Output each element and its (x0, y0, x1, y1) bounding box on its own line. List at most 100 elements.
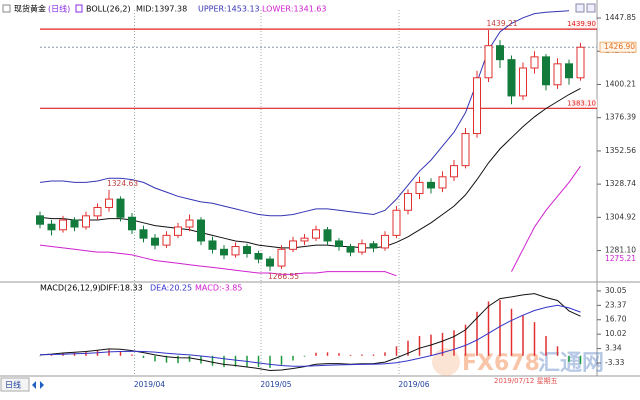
candle-body (105, 198, 113, 208)
lower-label: LOWER:1341.63 (262, 5, 327, 14)
candle-body (128, 216, 136, 231)
indicator-icon (75, 4, 83, 13)
watermark-site: 汇通网 (538, 351, 604, 376)
y-tick-label: 1447.85 (605, 13, 636, 22)
y-tick-label: 1328.74 (605, 179, 636, 188)
macd-line (39, 304, 581, 367)
x-tick-label: 2019/05 (260, 380, 291, 389)
candle-body (461, 133, 470, 167)
candle-body (277, 248, 286, 267)
y-tick-label: 16.70 (605, 315, 627, 324)
candle-body (496, 45, 504, 61)
y-tick-label: 30.05 (605, 286, 627, 295)
watermark-brand: FX678 (462, 351, 540, 376)
period-tab-label: 日线 (5, 380, 21, 390)
candle-body (450, 165, 458, 178)
candle-body (93, 206, 102, 217)
band-line (39, 10, 570, 217)
candle-body (404, 193, 412, 211)
candle-body (289, 240, 297, 250)
candle-body (139, 229, 148, 239)
candle-body (565, 63, 573, 79)
candle-body (151, 237, 159, 246)
candle-body (185, 219, 194, 228)
window-button[interactable] (586, 3, 596, 13)
dea-label: DEA:20.25 (150, 284, 192, 293)
x-tick-label: 2019/06 (398, 380, 429, 389)
candle-body (381, 234, 389, 249)
upper-label: UPPER:1453.13 (198, 5, 260, 14)
candle-body (553, 63, 562, 86)
period-tab[interactable] (0, 377, 30, 392)
scroll-left[interactable] (32, 381, 36, 389)
extreme-label: 1266.55 (268, 272, 299, 281)
candle-body (369, 243, 378, 249)
candle-body (542, 56, 550, 86)
y-tick-label: 1352.56 (605, 146, 636, 155)
candle-body (82, 215, 90, 228)
candle-body (36, 215, 44, 225)
y-tick-label: 1400.21 (605, 79, 636, 88)
diff-label: DIFF:18.33 (100, 284, 143, 293)
y-tick-label: 1281.10 (605, 246, 636, 255)
extreme-label: 1324.63 (107, 179, 138, 188)
candle-body (70, 219, 79, 228)
current-date: 2019/07/12 星期五 (494, 377, 558, 385)
candle-body (266, 258, 274, 267)
candle-body (323, 229, 332, 242)
candle-body (346, 246, 355, 253)
candle-body (116, 198, 125, 218)
y-tick-label: 23.37 (605, 300, 627, 309)
candle-body (162, 234, 171, 246)
candle-body (507, 59, 516, 97)
candle-body (530, 56, 539, 69)
reference-label: 1439.90 (567, 20, 596, 28)
x-tick-label: 2019/04 (134, 380, 165, 389)
watermark-logo (432, 348, 460, 376)
candle-body (197, 219, 205, 242)
mid-label: MID:1397.38 (136, 5, 187, 14)
period: (日线) (48, 4, 70, 14)
lower-band-marker: 1275.21 (605, 254, 636, 263)
candle-body (208, 240, 217, 250)
band-line (39, 165, 581, 277)
candle-body (438, 176, 447, 189)
last-price-box (599, 41, 637, 53)
candle-body (392, 209, 401, 236)
symbol: 现货黄金 (14, 4, 46, 14)
scroll-right[interactable] (40, 381, 44, 389)
reference-label-box (570, 20, 597, 29)
candle-body (254, 253, 263, 260)
boll-label: BOLL(26,2) (86, 5, 131, 14)
candle-body (427, 181, 435, 189)
candle-body (519, 67, 527, 97)
candle-body (243, 246, 251, 255)
candle-body (174, 226, 182, 236)
y-tick-label: 3.34 (605, 344, 622, 353)
macd-title: MACD(26,12,9) (40, 284, 101, 293)
macd-line (39, 293, 581, 372)
macd-value-label: MACD:-3.85 (195, 284, 242, 293)
candle-body (312, 229, 320, 239)
extreme-label: 1439.21 (487, 19, 518, 28)
candle-body (415, 181, 424, 195)
window-button[interactable] (575, 3, 585, 13)
candle-body (335, 240, 343, 248)
candle-body (358, 243, 366, 253)
last-price-label: 1426.90 (604, 42, 635, 51)
y-tick-label: 10.02 (605, 329, 627, 338)
y-tick-label: -3.33 (605, 358, 625, 367)
header-icon (2, 4, 11, 13)
candle-body (473, 77, 481, 135)
reference-label-box (570, 99, 597, 108)
reference-label: 1383.10 (567, 99, 596, 107)
candle-body (231, 246, 240, 256)
y-tick-label: 1376.39 (605, 113, 636, 122)
candle-body (47, 223, 56, 231)
candle-body (576, 46, 585, 79)
candle-body (484, 45, 493, 79)
y-tick-label: 1304.92 (605, 212, 636, 221)
candle-body (59, 219, 67, 231)
candle-body (300, 237, 309, 242)
